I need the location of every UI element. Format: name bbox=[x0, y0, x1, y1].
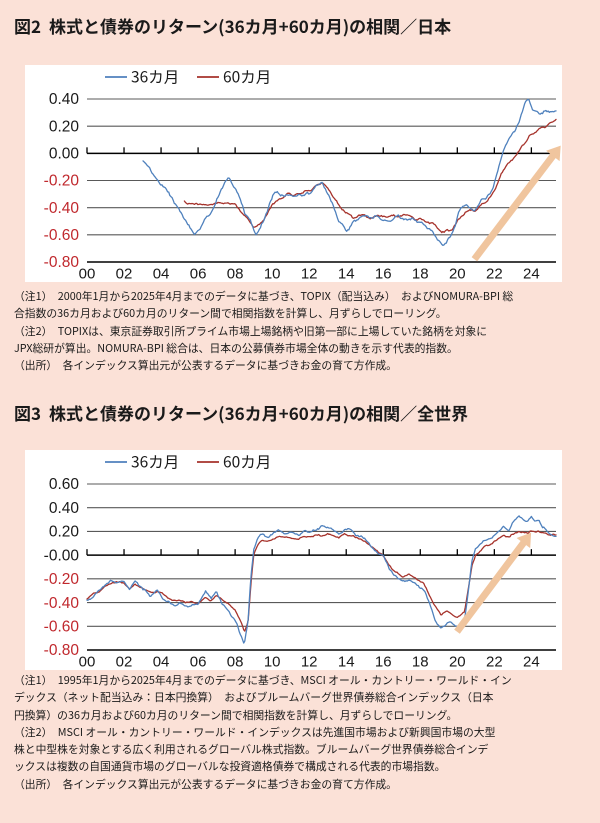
svg-text:12: 12 bbox=[301, 654, 318, 671]
svg-text:00: 00 bbox=[79, 654, 96, 671]
svg-text:10: 10 bbox=[264, 654, 281, 671]
svg-text:22: 22 bbox=[486, 654, 503, 671]
svg-text:-0.20: -0.20 bbox=[44, 173, 80, 190]
svg-text:0.20: 0.20 bbox=[49, 118, 80, 135]
svg-text:24: 24 bbox=[523, 266, 540, 283]
svg-text:12: 12 bbox=[301, 266, 318, 283]
svg-text:-0.40: -0.40 bbox=[44, 200, 80, 217]
svg-text:10: 10 bbox=[264, 266, 281, 283]
svg-text:16: 16 bbox=[375, 266, 392, 283]
svg-text:-0.80: -0.80 bbox=[44, 254, 80, 271]
svg-text:08: 08 bbox=[227, 654, 244, 671]
svg-text:06: 06 bbox=[190, 654, 207, 671]
svg-text:14: 14 bbox=[338, 266, 355, 283]
svg-text:06: 06 bbox=[190, 266, 207, 283]
svg-text:0.00: 0.00 bbox=[49, 146, 80, 163]
svg-text:-0.00: -0.00 bbox=[44, 547, 80, 564]
svg-text:18: 18 bbox=[412, 266, 429, 283]
svg-text:0.40: 0.40 bbox=[49, 91, 80, 108]
svg-text:04: 04 bbox=[153, 266, 170, 283]
svg-text:04: 04 bbox=[153, 654, 170, 671]
svg-text:-0.60: -0.60 bbox=[44, 227, 80, 244]
svg-text:24: 24 bbox=[523, 654, 540, 671]
svg-text:20: 20 bbox=[449, 266, 466, 283]
svg-text:02: 02 bbox=[116, 654, 133, 671]
svg-text:0.20: 0.20 bbox=[49, 524, 80, 541]
svg-text:60カ月: 60カ月 bbox=[223, 451, 271, 473]
svg-text:60カ月: 60カ月 bbox=[223, 66, 271, 88]
svg-text:16: 16 bbox=[375, 654, 392, 671]
svg-text:-0.60: -0.60 bbox=[44, 618, 80, 635]
svg-text:-0.20: -0.20 bbox=[44, 571, 80, 588]
svg-text:36カ月: 36カ月 bbox=[131, 66, 179, 88]
svg-text:00: 00 bbox=[79, 266, 96, 283]
svg-text:22: 22 bbox=[486, 266, 503, 283]
svg-text:36カ月: 36カ月 bbox=[131, 451, 179, 473]
svg-text:-0.80: -0.80 bbox=[44, 642, 80, 659]
svg-text:14: 14 bbox=[338, 654, 355, 671]
svg-text:20: 20 bbox=[449, 654, 466, 671]
svg-text:0.60: 0.60 bbox=[49, 476, 80, 493]
svg-text:0.40: 0.40 bbox=[49, 500, 80, 517]
svg-text:08: 08 bbox=[227, 266, 244, 283]
svg-text:18: 18 bbox=[412, 654, 429, 671]
svg-text:-0.40: -0.40 bbox=[44, 595, 80, 612]
svg-text:02: 02 bbox=[116, 266, 133, 283]
